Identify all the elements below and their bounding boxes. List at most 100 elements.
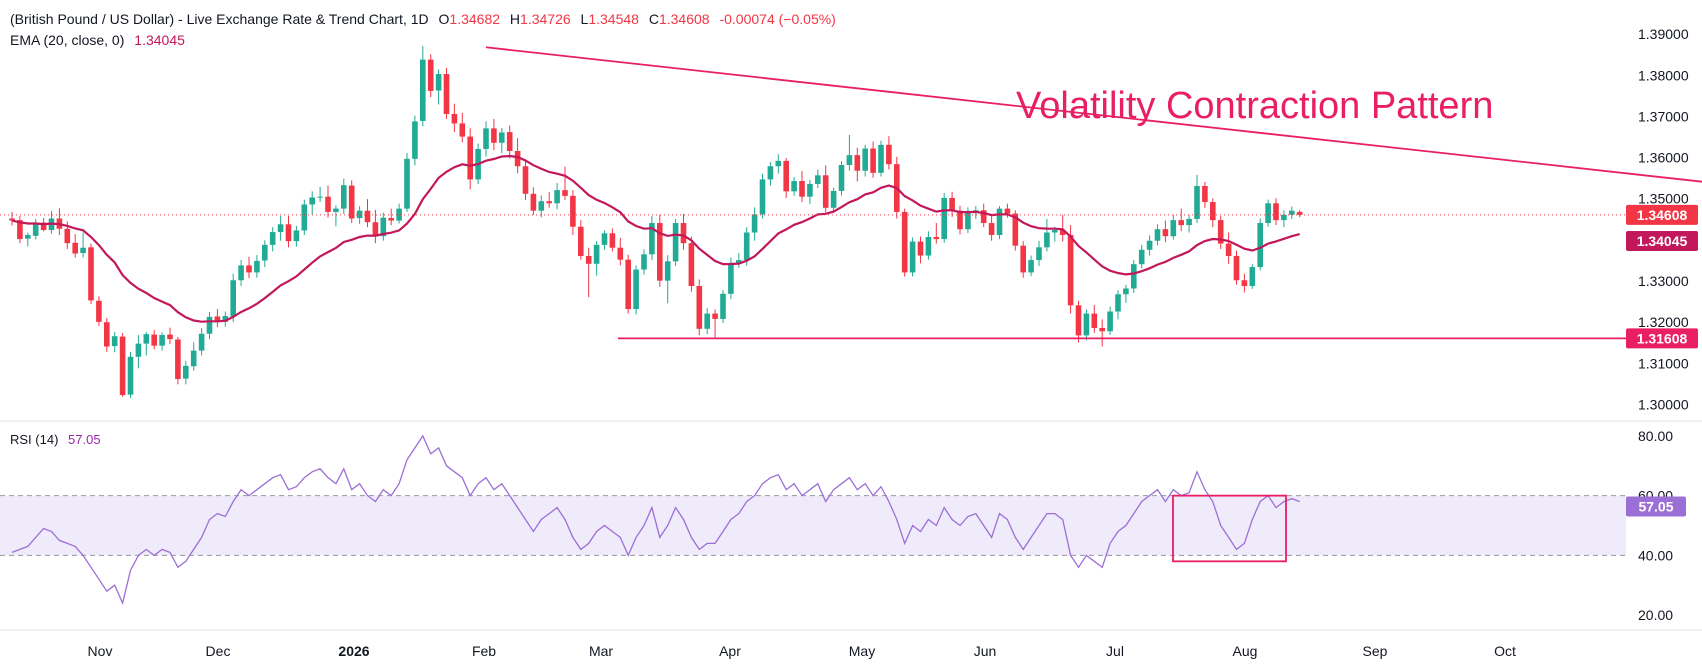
candle-body [254,260,260,273]
price-axis[interactable]: 1.39000 1.38000 1.37000 1.36000 1.35000 1.340… [1638,26,1689,412]
candle-body [230,280,236,317]
candle-body [214,316,221,322]
ema-legend[interactable]: EMA (20, close, 0) 1.34045 [10,32,185,48]
candle-body [412,121,418,159]
candle-body [546,201,552,204]
candle-body [443,74,450,114]
candle-body [159,334,165,346]
candle-body [1067,234,1074,306]
candle-body [285,224,292,242]
candle-body [941,197,947,240]
candle-body [751,214,758,233]
candle-body [1020,245,1026,273]
candles-group [9,46,1303,398]
support-price-tag: 1.31608 [1626,328,1698,349]
candle-body [190,350,197,367]
candle-body [459,123,466,137]
ema-line[interactable] [11,154,1300,323]
candle-body [269,232,276,245]
candle-body [40,222,47,231]
candle-body [522,166,529,194]
candle-body [846,155,853,165]
candle-body [799,181,805,197]
candle-body [17,220,23,240]
candle-body [704,313,710,329]
change-percent: (−0.05%) [778,11,836,27]
candle-body [554,190,560,204]
rsi-legend[interactable]: RSI (14) 57.05 [10,432,101,447]
time-tick-label: Jul [1106,643,1124,659]
high-value: 1.34726 [520,11,571,27]
rsi-contraction-box[interactable] [1172,494,1287,563]
candle-body [838,164,845,191]
candle-body [222,316,229,322]
candle-body [538,201,545,211]
price-tick-label: 1.36000 [1638,150,1689,166]
candle-body [1138,249,1145,265]
change-value: -0.00074 [719,11,775,27]
candle-body [1146,240,1153,250]
candle-body [830,190,837,208]
candle-body [1036,247,1042,261]
candle-body [1178,220,1184,226]
candle-body [396,208,402,221]
time-tick-label: Feb [472,643,496,659]
candle-body [175,339,181,380]
candle-body [601,233,608,245]
candle-body [88,247,94,301]
candle-body [72,242,78,254]
candle-body [1296,211,1303,215]
resistance-trendline[interactable] [485,46,1702,248]
candle-body [1115,294,1121,312]
time-tick-label: Sep [1363,643,1388,659]
candle-body [309,197,315,205]
last-price-tag: 1.34608 [1626,204,1698,225]
pattern-annotation[interactable]: Volatility Contraction Pattern [1016,85,1493,127]
candle-body [1123,288,1129,295]
candle-body [1202,185,1208,203]
candle-body [767,166,774,180]
rsi-line[interactable] [11,434,1300,606]
candle-body [996,208,1003,235]
candle-body [625,259,631,310]
candle-body [1162,229,1169,237]
candle-body [1210,202,1216,221]
candle-body [1004,208,1011,214]
candle-body [451,113,458,124]
candle-body [380,217,387,237]
candle-body [1170,220,1177,237]
time-tick-label: Nov [88,643,113,659]
candle-body [483,128,489,149]
candle-body [151,334,157,346]
candle-body [246,265,252,273]
candle-body [1225,243,1232,256]
candle-body [183,365,189,379]
rsi-label: RSI (14) [10,432,59,447]
candle-body [467,136,473,180]
candle-body [1241,280,1248,287]
candle-body [712,313,718,319]
candle-body [988,223,995,235]
price-tick-label: 1.33000 [1638,273,1689,289]
candle-body [783,160,789,192]
candle-body [499,132,505,143]
candle-body [980,210,987,224]
time-axis[interactable]: Nov Dec 2026 Feb Mar Apr May Jun Jul Aug Sep Oct [88,643,1516,659]
candle-body [135,343,142,357]
candle-body [301,204,308,231]
candle-body [1194,185,1200,219]
candle-body [104,322,110,347]
candle-body [633,269,639,310]
candle-body [617,247,624,260]
symbol-title[interactable]: (British Pound / US Dollar) - Live Excha… [10,11,429,27]
time-tick-label: Aug [1233,643,1258,659]
candle-body [696,286,703,329]
candle-body [1052,230,1058,233]
candle-body [1217,220,1224,244]
candle-body [657,223,663,281]
ema-label: EMA (20, close, 0) [10,32,125,48]
price-tick-label: 1.38000 [1638,67,1689,83]
candle-body [9,218,15,221]
